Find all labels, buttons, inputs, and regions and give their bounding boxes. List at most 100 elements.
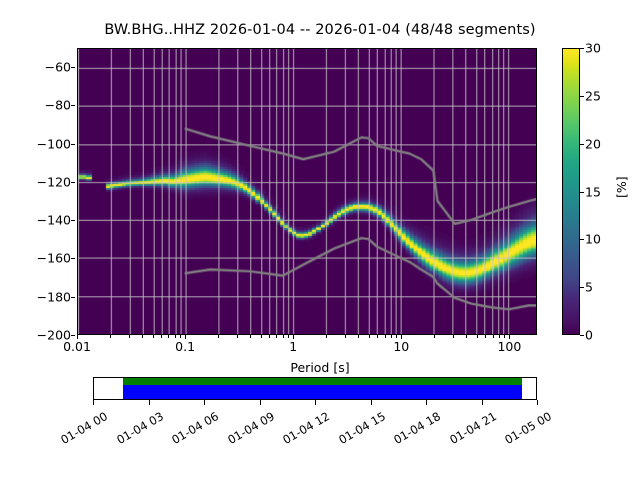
timeline-data-bar: [123, 378, 522, 385]
colorbar-tick-label: 20: [585, 136, 601, 152]
timeline-tick-label: 01-04 00: [58, 409, 110, 447]
x-axis-title: Period [s]: [290, 360, 350, 375]
x-minor-tick: [485, 335, 487, 338]
x-minor-tick: [250, 335, 252, 338]
y-tick: [71, 181, 75, 183]
x-minor-tick: [377, 335, 379, 338]
colorbar-tick-label: 15: [585, 184, 601, 199]
x-tick-label: 1: [289, 339, 298, 354]
x-minor-tick: [396, 335, 398, 338]
y-tick: [71, 143, 75, 145]
timeline-axes[interactable]: [93, 377, 537, 400]
x-minor-tick: [390, 335, 392, 338]
y-tick: [71, 258, 75, 260]
x-minor-tick: [128, 335, 130, 338]
x-minor-tick: [269, 335, 271, 338]
x-minor-tick: [384, 335, 386, 338]
timeline-tick-label: 01-04 18: [391, 409, 443, 447]
timeline-tick: [259, 400, 261, 405]
timeline-coverage-bar: [123, 385, 522, 399]
x-minor-tick: [236, 335, 238, 338]
colorbar-tick-label: 10: [585, 231, 601, 247]
colorbar-tick: [580, 335, 584, 336]
y-tick: [71, 67, 75, 69]
y-tick-label: −180: [36, 289, 71, 305]
x-minor-tick: [288, 335, 290, 338]
y-tick-label: −100: [36, 136, 71, 152]
x-tick: [401, 335, 403, 339]
x-minor-tick: [344, 335, 346, 338]
timeline-tick: [315, 400, 316, 405]
x-tick-label: 10: [393, 339, 410, 354]
timeline-tick-label: 01-04 06: [169, 409, 221, 447]
colorbar-tick: [580, 95, 584, 97]
timeline-tick-label: 01-04 09: [224, 409, 277, 447]
x-minor-tick: [276, 335, 278, 338]
x-tick: [185, 335, 187, 339]
colorbar-tick: [580, 239, 584, 241]
x-minor-tick: [282, 335, 284, 338]
noise-model-curves: [78, 49, 536, 334]
x-minor-tick: [161, 335, 163, 338]
colorbar-tick: [580, 287, 584, 289]
x-minor-tick: [152, 335, 154, 338]
timeline-tick: [481, 400, 483, 405]
y-tick-label: −80: [44, 97, 71, 113]
timeline-tick: [204, 400, 205, 405]
x-tick: [509, 335, 511, 339]
x-minor-tick: [217, 335, 219, 338]
timeline-tick: [537, 400, 538, 405]
x-minor-tick: [466, 335, 468, 338]
colorbar: [562, 48, 580, 335]
x-tick: [77, 335, 78, 339]
timeline-tick: [93, 400, 94, 405]
x-minor-tick: [504, 335, 506, 338]
colorbar-tick-label: 5: [585, 279, 593, 295]
y-tick: [71, 105, 75, 107]
y-tick-label: −120: [36, 174, 71, 190]
timeline-tick: [426, 400, 427, 405]
y-tick: [71, 296, 75, 298]
x-minor-tick: [168, 335, 170, 338]
x-minor-tick: [174, 335, 176, 338]
timeline-tick-label: 01-04 03: [113, 409, 166, 447]
colorbar-tick-label: 30: [585, 40, 601, 56]
timeline-tick-label: 01-05 00: [502, 409, 554, 447]
timeline-tick-label: 01-04 15: [335, 409, 388, 447]
x-minor-tick: [358, 335, 360, 338]
y-tick: [71, 220, 75, 222]
y-tick-label: −160: [36, 250, 71, 266]
ppsd-axes[interactable]: [77, 48, 537, 335]
x-tick-label: 0.01: [63, 339, 91, 354]
colorbar-tick-label: 0: [585, 327, 593, 343]
x-minor-tick: [142, 335, 144, 338]
x-minor-tick: [433, 335, 435, 338]
timeline-tick: [148, 400, 150, 405]
y-tick-label: −60: [44, 59, 71, 75]
y-tick-label: −140: [36, 212, 71, 228]
colorbar-tick: [580, 191, 584, 193]
x-minor-tick: [109, 335, 111, 338]
x-minor-tick: [180, 335, 182, 338]
timeline-tick-label: 01-04 21: [446, 409, 499, 447]
x-minor-tick: [325, 335, 327, 338]
colorbar-tick: [580, 48, 584, 49]
colorbar-title: [%]: [614, 176, 629, 198]
x-minor-tick: [476, 335, 478, 338]
y-tick: [71, 335, 75, 336]
plot-title: BW.BHG..HHZ 2026-01-04 -- 2026-01-04 (48…: [104, 22, 536, 38]
x-minor-tick: [368, 335, 370, 338]
y-tick-label: −200: [36, 327, 71, 343]
x-tick-label: 0.1: [175, 339, 196, 354]
colorbar-tick: [580, 143, 584, 145]
colorbar-tick-label: 25: [585, 88, 601, 104]
x-tick-label: 100: [497, 339, 522, 354]
x-minor-tick: [452, 335, 454, 338]
x-tick: [293, 335, 295, 339]
x-minor-tick: [498, 335, 500, 338]
timeline-tick-label: 01-04 12: [280, 409, 332, 447]
x-minor-tick: [492, 335, 494, 338]
x-minor-tick: [260, 335, 262, 338]
timeline-tick: [370, 400, 372, 405]
